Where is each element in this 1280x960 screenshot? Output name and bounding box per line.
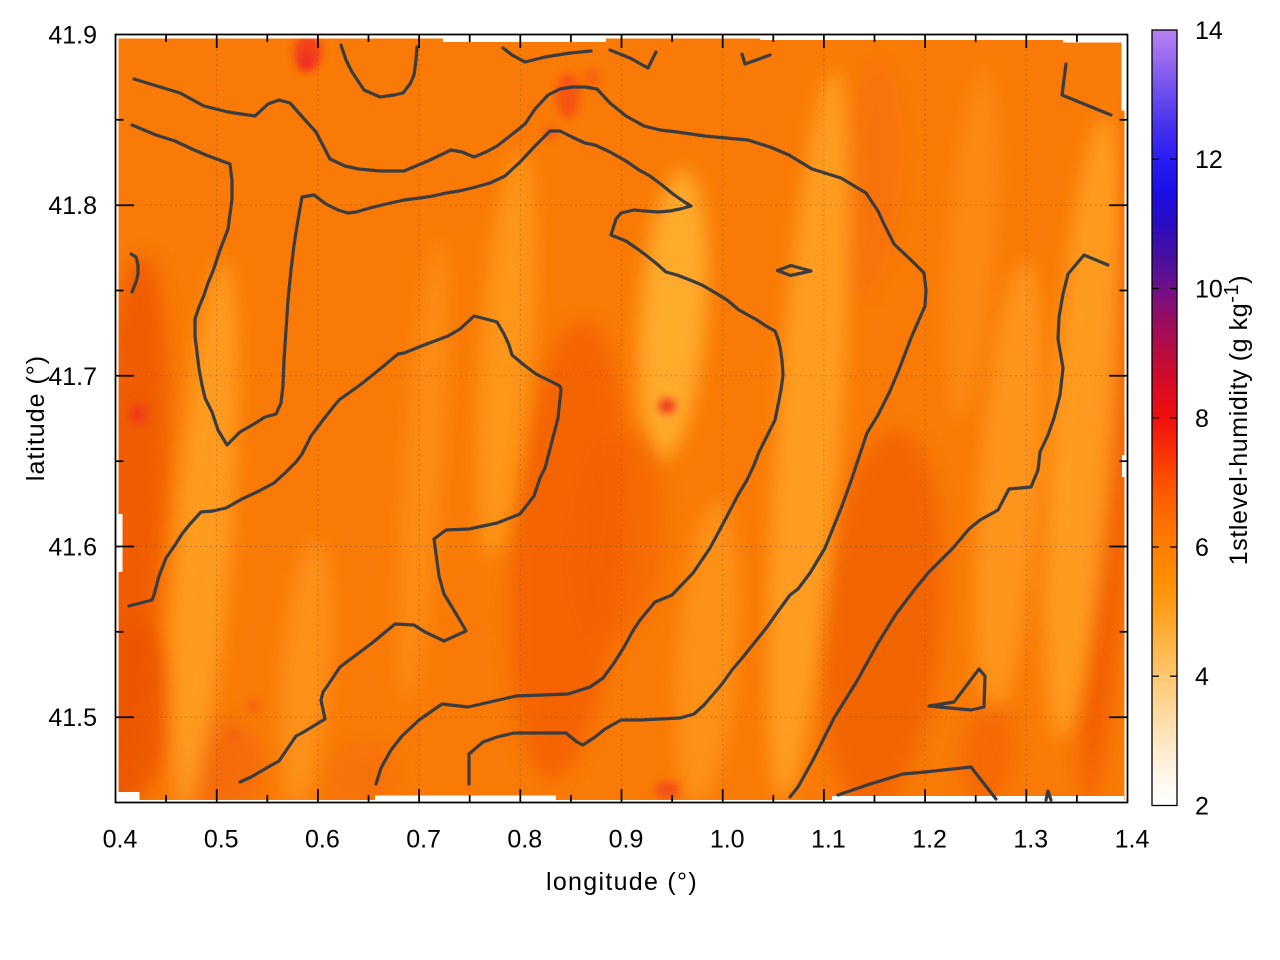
svg-text:4: 4: [1195, 663, 1209, 691]
svg-text:8: 8: [1195, 405, 1209, 433]
svg-text:1.2: 1.2: [912, 826, 947, 854]
svg-text:41.7: 41.7: [48, 363, 97, 391]
svg-text:1.4: 1.4: [1115, 826, 1150, 854]
svg-text:12: 12: [1195, 146, 1223, 174]
svg-text:latitude (°): latitude (°): [22, 355, 50, 481]
svg-text:0.8: 0.8: [507, 826, 542, 854]
svg-text:6: 6: [1195, 534, 1209, 562]
svg-text:1.1: 1.1: [811, 826, 846, 854]
svg-text:41.6: 41.6: [48, 534, 97, 562]
svg-text:41.8: 41.8: [48, 192, 97, 220]
svg-text:2: 2: [1195, 793, 1209, 821]
svg-text:1.0: 1.0: [710, 826, 745, 854]
svg-text:1stlevel-humidity (g kg-1): 1stlevel-humidity (g kg-1): [1221, 275, 1253, 565]
svg-text:0.5: 0.5: [204, 826, 239, 854]
svg-text:0.4: 0.4: [103, 826, 138, 854]
svg-text:41.5: 41.5: [48, 704, 97, 732]
svg-text:10: 10: [1195, 276, 1223, 304]
svg-text:41.9: 41.9: [48, 22, 97, 50]
svg-text:14: 14: [1195, 17, 1223, 45]
svg-text:0.6: 0.6: [305, 826, 340, 854]
svg-text:longitude (°): longitude (°): [546, 868, 698, 896]
svg-text:0.7: 0.7: [406, 826, 441, 854]
svg-text:0.9: 0.9: [609, 826, 644, 854]
svg-text:1.3: 1.3: [1013, 826, 1048, 854]
